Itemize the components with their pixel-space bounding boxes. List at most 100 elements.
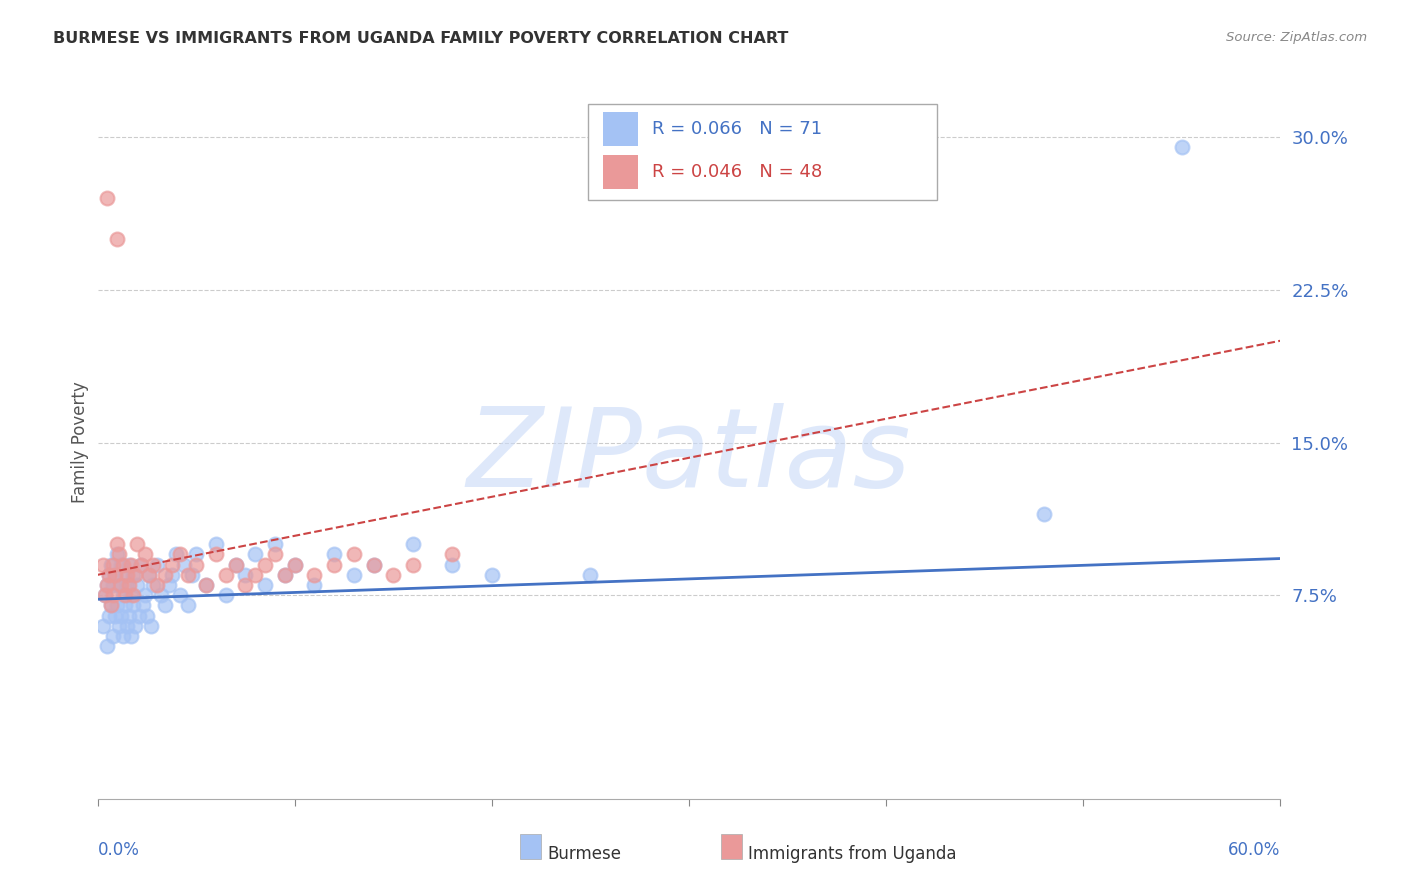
- Point: [402, 537, 425, 551]
- Point: [402, 558, 425, 572]
- Point: [145, 578, 167, 592]
- Point: [112, 629, 135, 643]
- Point: [96, 578, 118, 592]
- Point: [118, 608, 141, 623]
- Text: R = 0.046   N = 48: R = 0.046 N = 48: [652, 163, 823, 181]
- Point: [93, 618, 115, 632]
- Point: [138, 567, 160, 582]
- Point: [129, 558, 152, 572]
- Point: [254, 578, 277, 592]
- Point: [114, 567, 136, 582]
- Point: [100, 558, 122, 572]
- Point: [274, 567, 297, 582]
- Point: [98, 608, 121, 623]
- Point: [162, 567, 184, 582]
- Point: [363, 558, 385, 572]
- Point: [184, 548, 207, 562]
- Point: [235, 567, 257, 582]
- Point: [94, 588, 117, 602]
- Point: [105, 537, 128, 551]
- Point: [225, 558, 247, 572]
- Point: [142, 578, 165, 592]
- Point: [142, 558, 165, 572]
- Point: [264, 548, 287, 562]
- Point: [96, 578, 118, 592]
- Point: [134, 548, 156, 562]
- Point: [181, 567, 204, 582]
- Point: [115, 567, 138, 582]
- Text: 60.0%: 60.0%: [1227, 841, 1281, 859]
- Point: [125, 537, 148, 551]
- Point: [110, 608, 132, 623]
- Point: [169, 588, 191, 602]
- Point: [103, 588, 125, 602]
- Point: [110, 578, 132, 592]
- Point: [245, 548, 267, 562]
- Point: [115, 618, 138, 632]
- Point: [382, 567, 405, 582]
- Point: [105, 599, 128, 613]
- Point: [122, 567, 145, 582]
- Point: [149, 588, 172, 602]
- Point: [169, 548, 191, 562]
- Point: [284, 558, 307, 572]
- Text: 0.0%: 0.0%: [97, 841, 139, 859]
- Point: [165, 548, 187, 562]
- Point: [363, 558, 385, 572]
- Point: [177, 599, 200, 613]
- Point: [120, 558, 142, 572]
- Text: R = 0.066   N = 71: R = 0.066 N = 71: [652, 120, 823, 138]
- Point: [122, 588, 145, 602]
- Point: [343, 567, 366, 582]
- Point: [100, 599, 122, 613]
- Point: [215, 588, 238, 602]
- Point: [115, 578, 138, 592]
- Point: [274, 567, 297, 582]
- Point: [96, 639, 118, 653]
- Point: [1171, 140, 1194, 154]
- Point: [145, 558, 167, 572]
- Bar: [721, 834, 742, 859]
- Point: [103, 629, 125, 643]
- Point: [323, 548, 346, 562]
- Point: [129, 558, 152, 572]
- Point: [153, 567, 176, 582]
- Bar: [603, 112, 638, 146]
- Point: [108, 548, 131, 562]
- Point: [205, 537, 228, 551]
- Point: [173, 558, 195, 572]
- Bar: [520, 834, 541, 859]
- Point: [135, 608, 157, 623]
- Point: [132, 599, 155, 613]
- Y-axis label: Family Poverty: Family Poverty: [72, 382, 89, 503]
- Point: [118, 558, 141, 572]
- Point: [118, 578, 141, 592]
- Text: ZIPatlas: ZIPatlas: [467, 403, 911, 510]
- Point: [177, 567, 200, 582]
- Point: [93, 558, 115, 572]
- Point: [139, 618, 162, 632]
- Point: [114, 599, 136, 613]
- Point: [195, 578, 218, 592]
- Point: [162, 558, 184, 572]
- Point: [1032, 507, 1054, 521]
- Point: [157, 578, 180, 592]
- Text: Immigrants from Uganda: Immigrants from Uganda: [748, 845, 956, 863]
- Point: [134, 588, 156, 602]
- Bar: [603, 154, 638, 189]
- Point: [138, 567, 160, 582]
- Point: [124, 618, 146, 632]
- Point: [112, 558, 135, 572]
- Point: [124, 567, 146, 582]
- Point: [284, 558, 307, 572]
- Point: [108, 578, 131, 592]
- Point: [94, 588, 117, 602]
- Point: [245, 567, 267, 582]
- Point: [153, 599, 176, 613]
- Point: [120, 588, 142, 602]
- Point: [105, 548, 128, 562]
- Point: [108, 618, 131, 632]
- Point: [215, 567, 238, 582]
- Point: [195, 578, 218, 592]
- Text: BURMESE VS IMMIGRANTS FROM UGANDA FAMILY POVERTY CORRELATION CHART: BURMESE VS IMMIGRANTS FROM UGANDA FAMILY…: [53, 31, 789, 46]
